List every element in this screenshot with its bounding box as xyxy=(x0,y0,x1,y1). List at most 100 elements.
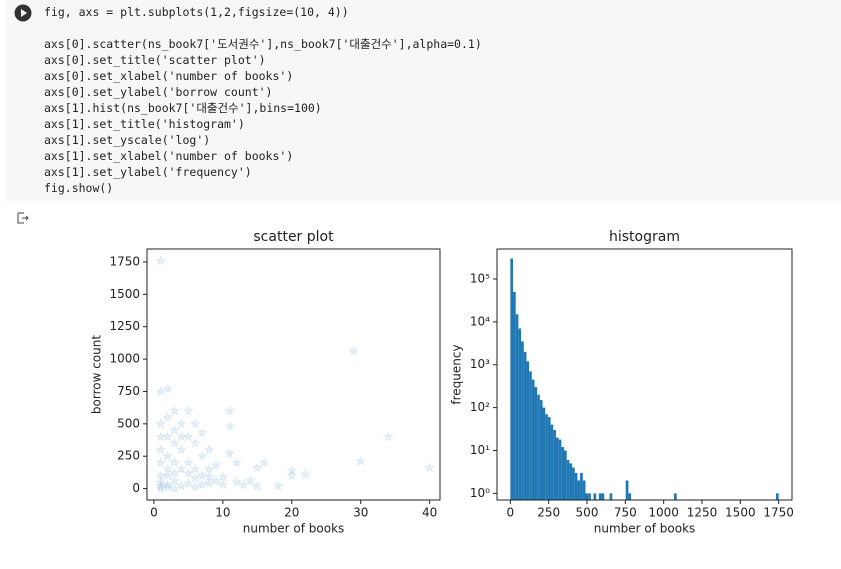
y-axis-label: frequency xyxy=(450,344,464,404)
scatter-point xyxy=(286,469,298,481)
scatter-point xyxy=(189,481,201,493)
scatter-point xyxy=(217,470,229,482)
scatter-point xyxy=(196,469,208,481)
code-line: axs[0].scatter(ns_book7['도서권수'],ns_book7… xyxy=(44,37,482,51)
histogram-bar xyxy=(775,493,779,500)
scatter-point xyxy=(182,477,195,489)
scatter-point xyxy=(161,469,174,481)
histogram-bar xyxy=(539,400,543,500)
scatter-point xyxy=(354,455,367,467)
x-tick-label: 500 xyxy=(576,506,599,520)
scatter-point xyxy=(237,478,250,490)
histogram-bar xyxy=(593,493,597,500)
histogram-bar xyxy=(564,450,567,500)
scatter-point xyxy=(168,482,181,494)
x-tick-label: 1500 xyxy=(725,506,756,520)
scatter-point xyxy=(189,417,201,429)
histogram-bar xyxy=(569,463,573,500)
code-line: axs[0].set_title('scatter plot') xyxy=(44,53,266,67)
x-tick-label: 1000 xyxy=(648,506,679,520)
scatter-point xyxy=(210,474,222,486)
scatter-point xyxy=(155,385,167,397)
x-axis-label: number of books xyxy=(594,522,696,536)
scatter-point xyxy=(155,254,167,266)
chart-title: scatter plot xyxy=(253,229,334,245)
histogram-bar xyxy=(588,493,591,500)
code: fig, axs = plt.subplots(1,2,figsize=(10,… xyxy=(44,4,482,196)
scatter-point xyxy=(244,474,257,486)
scatter-point xyxy=(217,478,229,490)
x-tick-label: 0 xyxy=(507,506,515,520)
axes-frame xyxy=(496,248,793,501)
scatter-point xyxy=(223,404,236,416)
scatter-point xyxy=(175,463,188,475)
scatter-point xyxy=(175,443,188,455)
scatter-point xyxy=(423,461,436,473)
histogram-bar xyxy=(545,414,548,500)
code-line: fig.show() xyxy=(44,181,114,195)
scatter-point xyxy=(182,430,194,442)
y-axis-label: borrow count xyxy=(90,335,104,414)
histogram-bar xyxy=(580,472,583,500)
x-tick-label: 40 xyxy=(422,506,437,520)
histogram-bar xyxy=(526,361,530,500)
scatter-point xyxy=(203,477,215,489)
y-tick-label: 10² xyxy=(470,400,490,414)
scatter-point xyxy=(251,461,264,473)
code-cell: fig, axs = plt.subplots(1,2,figsize=(10,… xyxy=(6,0,841,201)
scatter-point xyxy=(203,443,215,455)
scatter-point xyxy=(155,417,167,429)
y-tick-label: 1250 xyxy=(109,319,140,333)
scatter-point xyxy=(230,456,243,468)
y-tick-label: 1000 xyxy=(109,352,140,366)
histogram-bar xyxy=(572,467,575,500)
scatter-point xyxy=(168,467,181,478)
scatter-point xyxy=(189,463,201,475)
code-line: axs[1].set_ylabel('frequency') xyxy=(44,165,252,179)
scatter-point xyxy=(272,479,284,491)
scatter-point xyxy=(182,404,195,416)
y-tick-label: 10⁴ xyxy=(470,314,490,328)
scatter-point xyxy=(203,463,215,475)
scatter-point xyxy=(155,456,167,468)
histogram-bar xyxy=(515,314,519,500)
scatter-point xyxy=(203,470,215,482)
x-tick-label: 10 xyxy=(215,506,230,520)
scatter-point xyxy=(168,404,181,416)
scatter-point xyxy=(155,430,167,442)
scatter-point xyxy=(348,345,360,357)
y-tick-label: 10¹ xyxy=(470,443,490,457)
scatter-point xyxy=(182,456,194,468)
x-tick-label: 0 xyxy=(150,506,158,520)
scatter-point xyxy=(175,430,188,442)
histogram-bar xyxy=(574,472,578,500)
scatter-point xyxy=(161,382,174,394)
histogram-bar xyxy=(547,417,551,500)
scatter-point xyxy=(251,480,264,491)
scatter-point xyxy=(168,456,181,468)
code-line: axs[0].set_xlabel('number of books') xyxy=(44,69,294,83)
y-tick-label: 10⁰ xyxy=(470,486,490,500)
scatter-point xyxy=(175,479,188,491)
code-line: fig, axs = plt.subplots(1,2,figsize=(10,… xyxy=(44,5,349,19)
scatter-point xyxy=(258,456,270,468)
histogram-bar xyxy=(529,371,532,500)
x-tick-label: 1250 xyxy=(687,506,718,520)
histogram-bar xyxy=(561,447,565,500)
histogram-bar xyxy=(609,493,613,500)
x-tick-label: 30 xyxy=(353,506,368,520)
histogram-bar xyxy=(510,258,514,500)
histogram-bar xyxy=(550,424,554,500)
x-tick-label: 250 xyxy=(537,506,560,520)
scatter-point xyxy=(196,426,208,438)
scatter-point xyxy=(161,411,174,423)
histogram-bar xyxy=(534,387,538,500)
run-button[interactable] xyxy=(14,4,32,22)
x-tick-label: 1750 xyxy=(763,506,794,520)
histogram-bar xyxy=(513,291,516,500)
code-line: axs[1].set_xlabel('number of books') xyxy=(44,149,294,163)
histogram-bar xyxy=(601,493,605,500)
histogram-bar xyxy=(558,439,562,500)
scatter-point xyxy=(286,464,298,476)
